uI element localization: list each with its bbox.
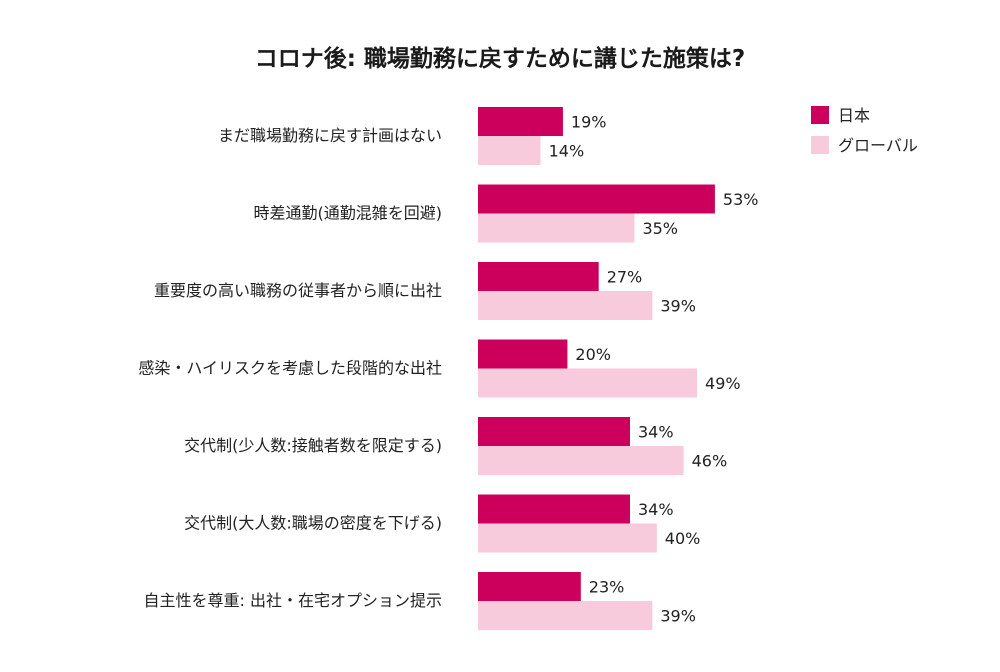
bar-global bbox=[478, 368, 698, 398]
bar-japan bbox=[478, 107, 563, 136]
category-label: 感染・ハイリスクを考慮した段階的な出社 bbox=[138, 359, 442, 378]
bar-global bbox=[478, 601, 653, 630]
value-labels: 19% 14% 53% 35% 27% 39% 20% 49% 34% 46% 34% 40% 23% 3… bbox=[549, 113, 759, 626]
bar-japan bbox=[478, 339, 568, 369]
data-label: 53% bbox=[723, 190, 759, 209]
bar-japan bbox=[478, 417, 630, 446]
category-label: 重要度の高い職務の従事者から順に出社 bbox=[154, 281, 442, 300]
bar-japan bbox=[478, 572, 581, 601]
category-label: 時差通勤(通勤混雑を回避) bbox=[254, 204, 443, 223]
bar-global bbox=[478, 213, 635, 243]
data-label: 23% bbox=[589, 578, 625, 597]
data-label: 46% bbox=[692, 452, 728, 471]
legend-swatch bbox=[811, 106, 829, 124]
legend-label: グローバル bbox=[838, 136, 918, 155]
data-label: 14% bbox=[549, 142, 585, 161]
legend-label: 日本 bbox=[838, 106, 870, 125]
category-label: 交代制(少人数:接触者数を限定する) bbox=[184, 436, 442, 455]
bars bbox=[478, 107, 715, 630]
data-label: 40% bbox=[665, 529, 701, 548]
bar-japan bbox=[478, 184, 715, 214]
data-label: 34% bbox=[638, 500, 674, 519]
category-label: 交代制(大人数:職場の密度を下げる) bbox=[184, 514, 442, 533]
category-label: 自主性を尊重: 出社・在宅オプション提示 bbox=[144, 591, 442, 610]
bar-global bbox=[478, 291, 653, 320]
bar-global bbox=[478, 446, 684, 475]
category-label: まだ職場勤務に戻す計画はない bbox=[218, 126, 442, 145]
data-label: 35% bbox=[642, 219, 678, 238]
chart-title: コロナ後: 職場勤務に戻すために講じた施策は? bbox=[255, 45, 746, 72]
bar-global bbox=[478, 136, 541, 165]
data-label: 20% bbox=[575, 345, 611, 364]
data-label: 34% bbox=[638, 423, 674, 442]
data-label: 27% bbox=[607, 268, 643, 287]
data-label: 39% bbox=[660, 297, 696, 316]
data-label: 39% bbox=[660, 607, 696, 626]
bar-japan bbox=[478, 262, 599, 291]
legend-swatch bbox=[811, 136, 829, 154]
data-label: 49% bbox=[705, 374, 741, 393]
bar-japan bbox=[478, 494, 630, 524]
data-label: 19% bbox=[571, 113, 607, 132]
bar-global bbox=[478, 523, 657, 553]
